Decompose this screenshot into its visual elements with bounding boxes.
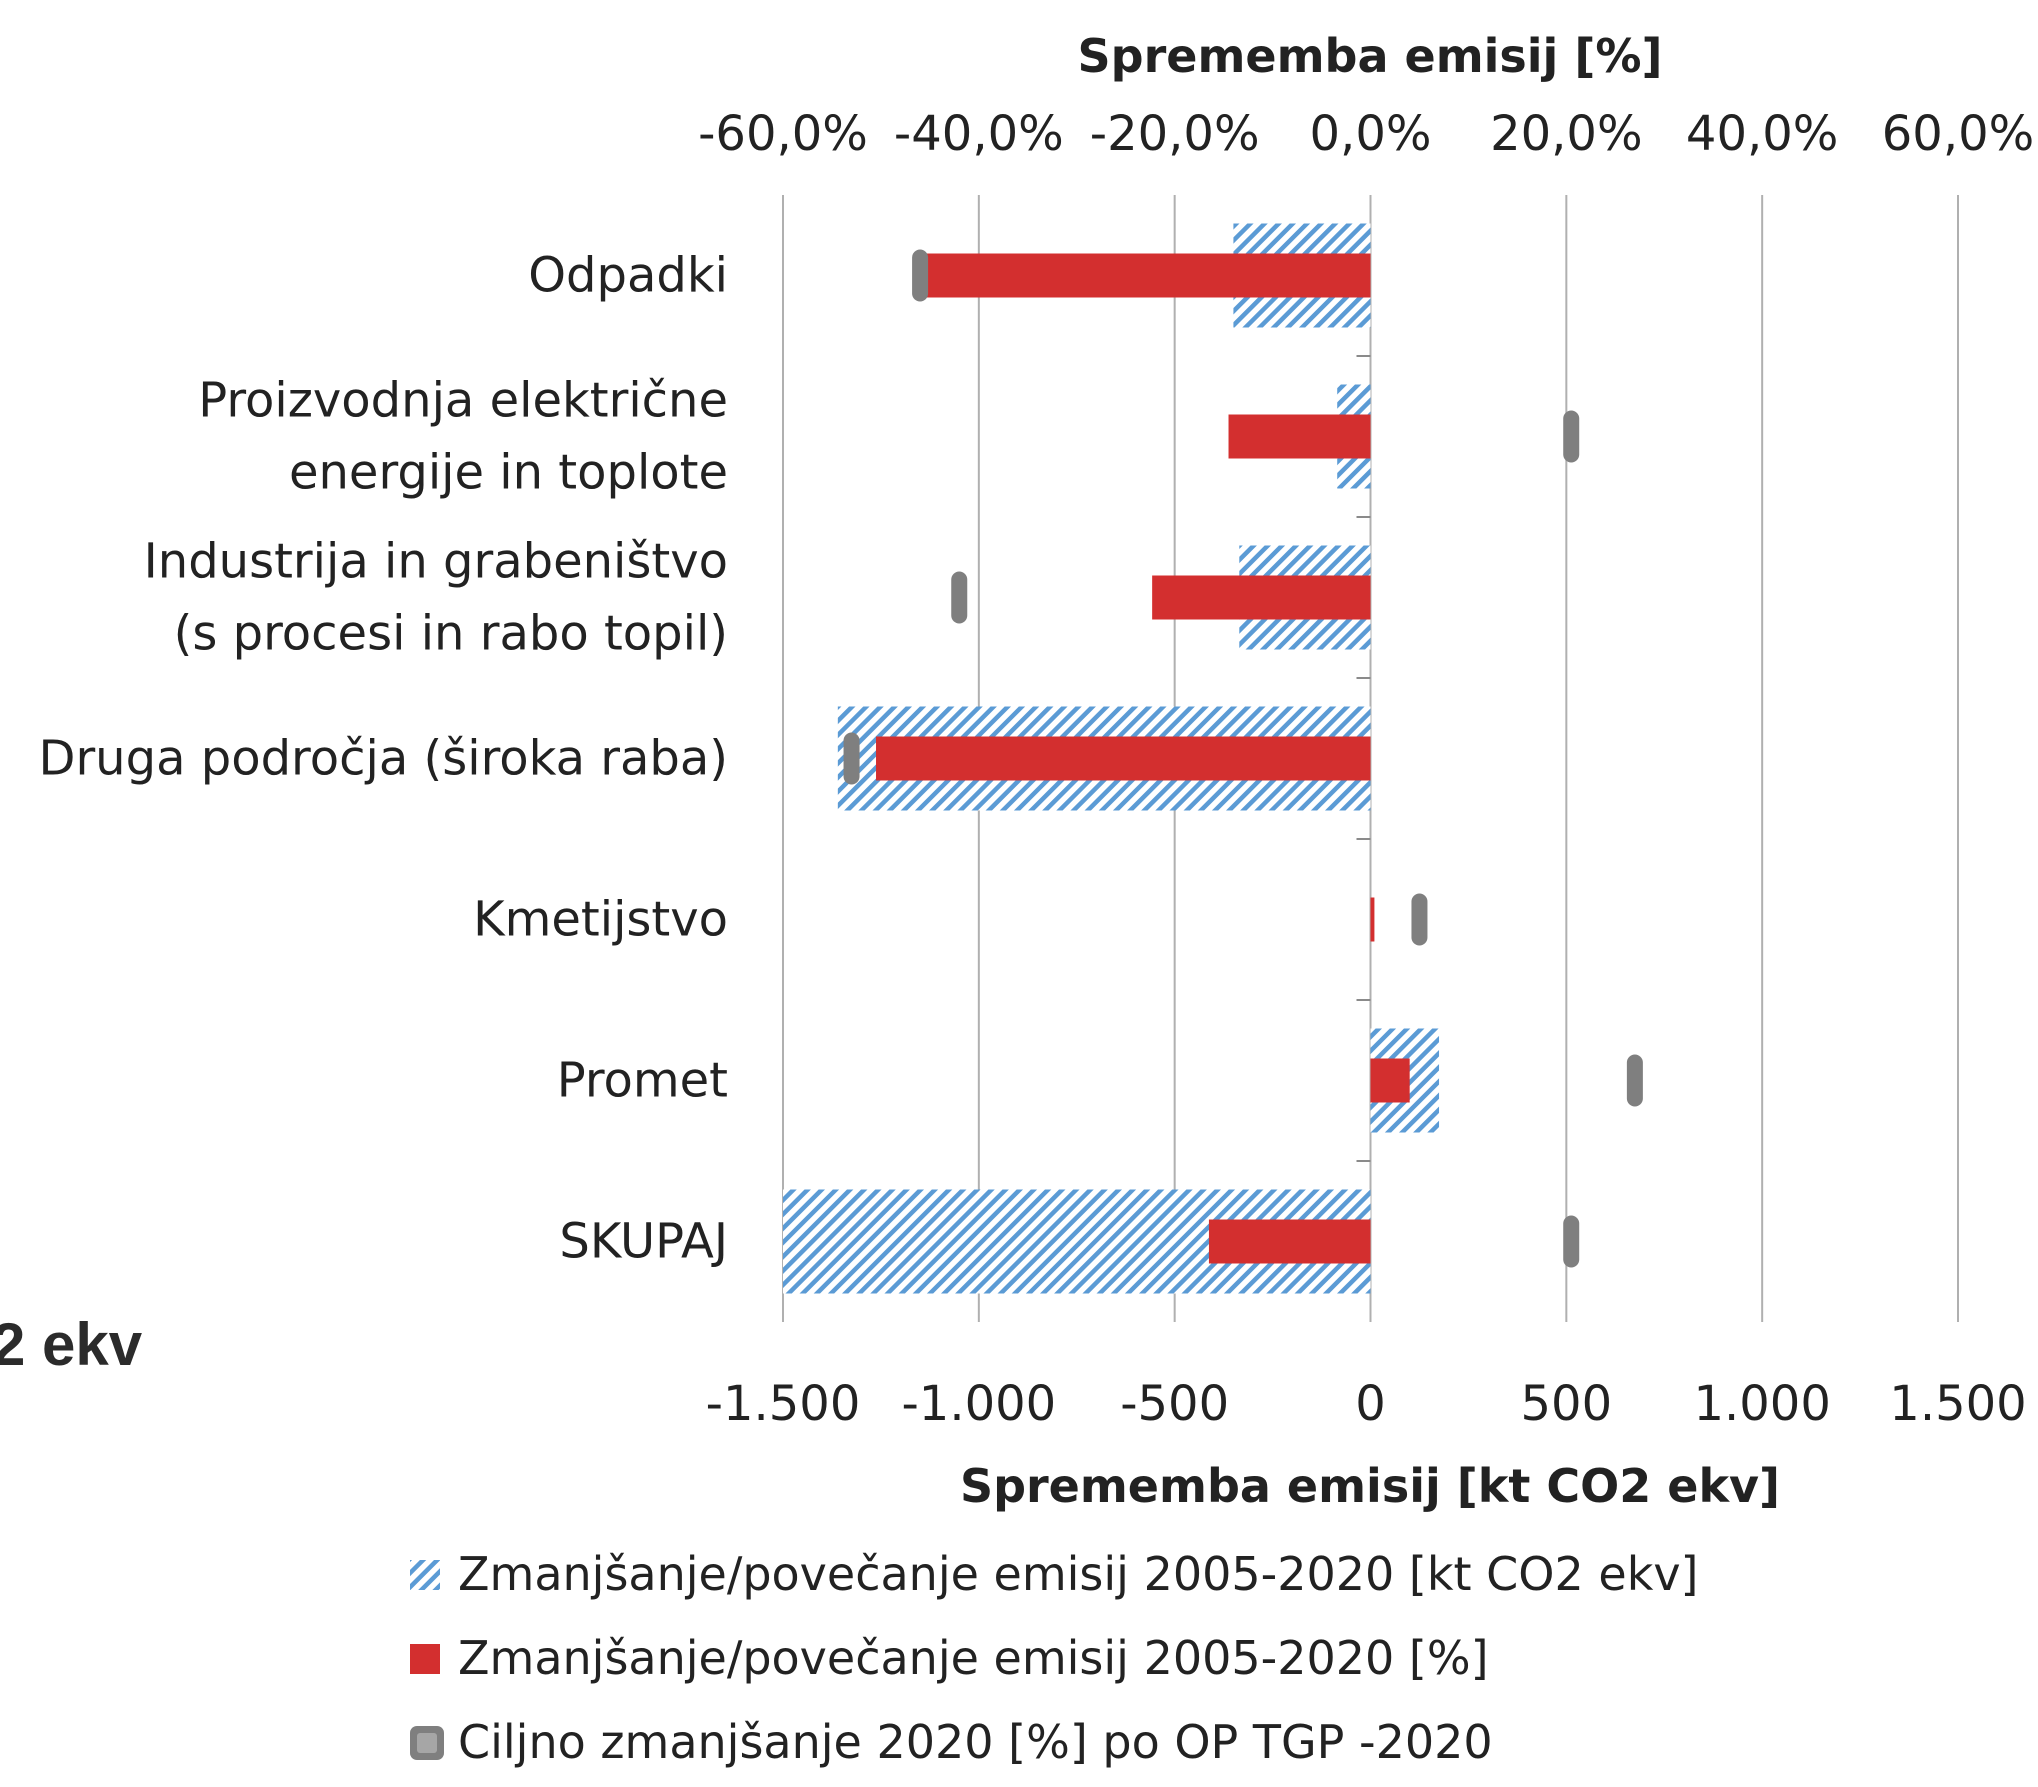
- target-marker: [1563, 410, 1580, 463]
- top-axis-tick-label: 0,0%: [1310, 106, 1432, 162]
- top-axis-tick-label: 20,0%: [1490, 106, 1642, 162]
- legend-swatch-hatched: [410, 1560, 440, 1590]
- bottom-axis-tick-label: 1.000: [1693, 1376, 1830, 1432]
- category-label: Proizvodnja električne: [198, 373, 728, 429]
- bottom-axis-tick-label: 1.500: [1889, 1376, 2026, 1432]
- bar-percent: [1370, 1058, 1410, 1103]
- bar-percent: [1152, 575, 1371, 620]
- bottom-axis-title: Sprememba emisij [kt CO2 ekv]: [960, 1459, 1780, 1513]
- category-label: (s procesi in rabo topil): [174, 606, 728, 662]
- category-label: Odpadki: [528, 248, 728, 304]
- bottom-axis-tick-label: -500: [1120, 1376, 1229, 1432]
- bottom-axis-tick-label: 0: [1355, 1376, 1386, 1432]
- legend-entry-label: Zmanjšanje/povečanje emisij 2005-2020 [%…: [458, 1631, 1489, 1685]
- category-label: energije in toplote: [289, 445, 728, 501]
- legend-entry-label: Zmanjšanje/povečanje emisij 2005-2020 [k…: [458, 1547, 1699, 1601]
- legend-swatch-solid: [410, 1644, 440, 1674]
- legend-swatch-marker-inner: [417, 1733, 437, 1753]
- target-marker: [1411, 893, 1428, 946]
- top-axis-tick-label: -40,0%: [894, 106, 1064, 162]
- target-marker: [951, 571, 968, 624]
- top-axis-title: Sprememba emisij [%]: [1078, 29, 1663, 83]
- bottom-axis-tick-label: 500: [1521, 1376, 1613, 1432]
- bottom-axis-tick-label: -1.500: [706, 1376, 861, 1432]
- target-marker: [843, 732, 860, 785]
- bar-percent: [1228, 414, 1371, 459]
- bar-percent: [1208, 1219, 1371, 1264]
- top-axis-tick-label: -20,0%: [1090, 106, 1260, 162]
- legend-entry-label: Ciljno zmanjšanje 2020 [%] po OP TGP -20…: [458, 1715, 1493, 1769]
- top-axis-tick-label: -60,0%: [698, 106, 868, 162]
- bar-percent: [924, 253, 1371, 298]
- target-marker: [912, 249, 929, 302]
- category-label: Kmetijstvo: [473, 892, 728, 948]
- top-axis-tick-label: 40,0%: [1686, 106, 1838, 162]
- top-axis-tick-label: 60,0%: [1882, 106, 2034, 162]
- bottom-axis-tick-label: -1.000: [901, 1376, 1056, 1432]
- category-label: Druga področja (široka raba): [38, 731, 728, 787]
- bar-percent: [1370, 897, 1375, 942]
- side-text-fragment: 2 ekv: [0, 1311, 143, 1378]
- category-label: Industrija in grabeništvo: [144, 534, 728, 590]
- category-label: SKUPAJ: [559, 1214, 728, 1270]
- bar-percent: [876, 736, 1371, 781]
- target-marker: [1563, 1215, 1580, 1268]
- category-label: Promet: [557, 1053, 728, 1109]
- target-marker: [1626, 1054, 1643, 1107]
